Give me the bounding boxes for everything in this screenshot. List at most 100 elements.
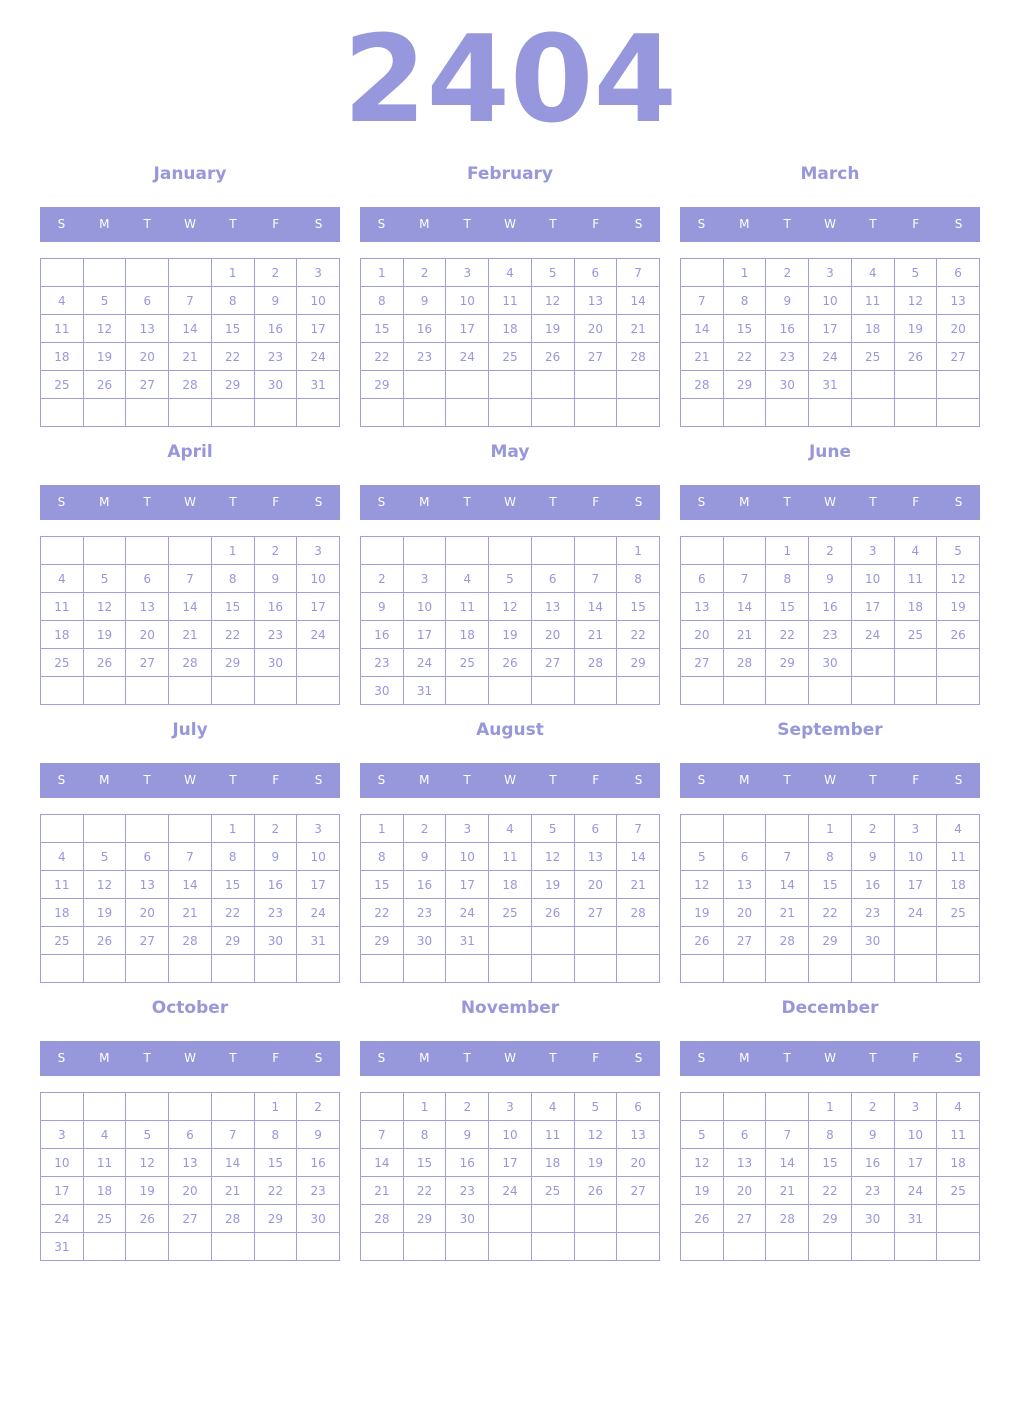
day-cell: 22	[765, 620, 810, 649]
day-cell: 9	[253, 286, 298, 315]
day-cell: 31	[808, 370, 852, 399]
day-cell: 29	[253, 1204, 298, 1233]
day-cell: 3	[402, 564, 447, 593]
day-cell: 25	[893, 620, 938, 649]
day-cell	[936, 398, 980, 427]
day-cell: 9	[850, 1120, 895, 1149]
week-row: 19 20 21 22 23 24 25	[680, 1176, 980, 1205]
month-title: July	[172, 720, 208, 740]
week-row	[360, 398, 660, 427]
day-cell: 23	[402, 898, 447, 927]
day-cell	[765, 814, 810, 843]
day-cell	[765, 1232, 810, 1261]
day-cell: 23	[360, 648, 404, 677]
day-cell	[296, 1232, 340, 1261]
day-cell: 6	[573, 814, 618, 843]
day-cell: 14	[616, 286, 660, 315]
day-cell	[253, 676, 298, 705]
day-cell: 23	[296, 1176, 340, 1205]
day-grid: 1 2 3 4 5 6 7 8 9 10 11 12 13 14 15 16 17 18 19 20 21 22 23 24 2…	[40, 258, 340, 427]
day-cell	[893, 398, 938, 427]
week-row: 11 12 13 14 15 16 17	[40, 592, 340, 621]
day-cell	[850, 954, 895, 983]
day-cell	[168, 398, 212, 427]
day-cell: 25	[488, 898, 532, 927]
day-cell	[850, 1232, 895, 1261]
day-cell: 14	[168, 592, 212, 621]
day-cell: 30	[253, 370, 298, 399]
weekday-label: S	[57, 217, 66, 231]
day-cell: 13	[722, 870, 767, 899]
day-cell: 12	[530, 286, 575, 315]
day-cell	[253, 1232, 298, 1261]
day-cell	[680, 398, 724, 427]
day-cell	[125, 814, 170, 843]
day-cell	[722, 676, 767, 705]
day-cell	[573, 676, 618, 705]
day-cell: 29	[402, 1204, 447, 1233]
day-cell: 10	[850, 564, 895, 593]
day-cell: 29	[722, 370, 767, 399]
day-cell: 7	[680, 286, 724, 315]
weekday-label: W	[184, 773, 196, 787]
day-cell: 16	[850, 870, 895, 899]
day-cell: 5	[936, 536, 980, 565]
day-cell	[530, 370, 575, 399]
month-october: October S M T W T F S 1 2 3 4 5 6 7 8 9 10 11 12 13 14 15 16 17 1…	[40, 994, 340, 1264]
day-cell: 12	[82, 870, 127, 899]
week-row: 22 23 24 25 26 27 28	[360, 898, 660, 927]
day-cell	[360, 1092, 404, 1121]
day-cell: 17	[445, 314, 490, 343]
week-row	[360, 1232, 660, 1261]
weekday-label: W	[504, 1051, 516, 1065]
week-row: 27 28 29 30	[680, 648, 980, 677]
day-cell: 15	[765, 592, 810, 621]
day-cell	[850, 398, 895, 427]
day-grid: 1 2 3 4 5 6 7 8 9 10 11 12 13 14 15 16 17 18 19 20 21 22 23 24 2…	[360, 814, 660, 983]
day-cell: 25	[936, 898, 980, 927]
weekday-label: M	[99, 217, 110, 231]
day-cell: 5	[82, 564, 127, 593]
weekday-label: S	[57, 495, 66, 509]
day-cell: 26	[530, 342, 575, 371]
day-cell: 24	[893, 1176, 938, 1205]
day-cell: 10	[893, 842, 938, 871]
day-cell: 22	[722, 342, 767, 371]
weekday-label: W	[824, 495, 836, 509]
week-row: 9 10 11 12 13 14 15	[360, 592, 660, 621]
week-row: 24 25 26 27 28 29 30	[40, 1204, 340, 1233]
day-cell	[168, 954, 212, 983]
weekday-label: F	[272, 1051, 280, 1065]
day-cell: 4	[82, 1120, 127, 1149]
week-row	[680, 398, 980, 427]
day-cell: 22	[808, 1176, 852, 1205]
week-row: 4 5 6 7 8 9 10	[40, 842, 340, 871]
day-cell: 4	[936, 1092, 980, 1121]
day-cell: 6	[125, 564, 170, 593]
day-cell: 17	[402, 620, 447, 649]
day-cell	[680, 1232, 724, 1261]
day-cell: 19	[936, 592, 980, 621]
day-cell: 19	[680, 1176, 724, 1205]
day-cell: 25	[40, 648, 84, 677]
day-cell: 25	[488, 342, 532, 371]
day-cell: 30	[765, 370, 810, 399]
day-cell: 2	[253, 536, 298, 565]
day-cell: 19	[893, 314, 938, 343]
day-cell: 21	[680, 342, 724, 371]
day-cell	[488, 370, 532, 399]
day-cell: 1	[360, 258, 404, 287]
day-cell: 11	[488, 842, 532, 871]
day-cell: 29	[765, 648, 810, 677]
weekday-label: S	[954, 773, 963, 787]
weekday-label: M	[739, 217, 750, 231]
day-cell	[893, 926, 938, 955]
day-cell: 23	[850, 898, 895, 927]
day-cell: 19	[125, 1176, 170, 1205]
day-cell: 9	[253, 842, 298, 871]
day-cell: 28	[722, 648, 767, 677]
day-cell	[40, 676, 84, 705]
